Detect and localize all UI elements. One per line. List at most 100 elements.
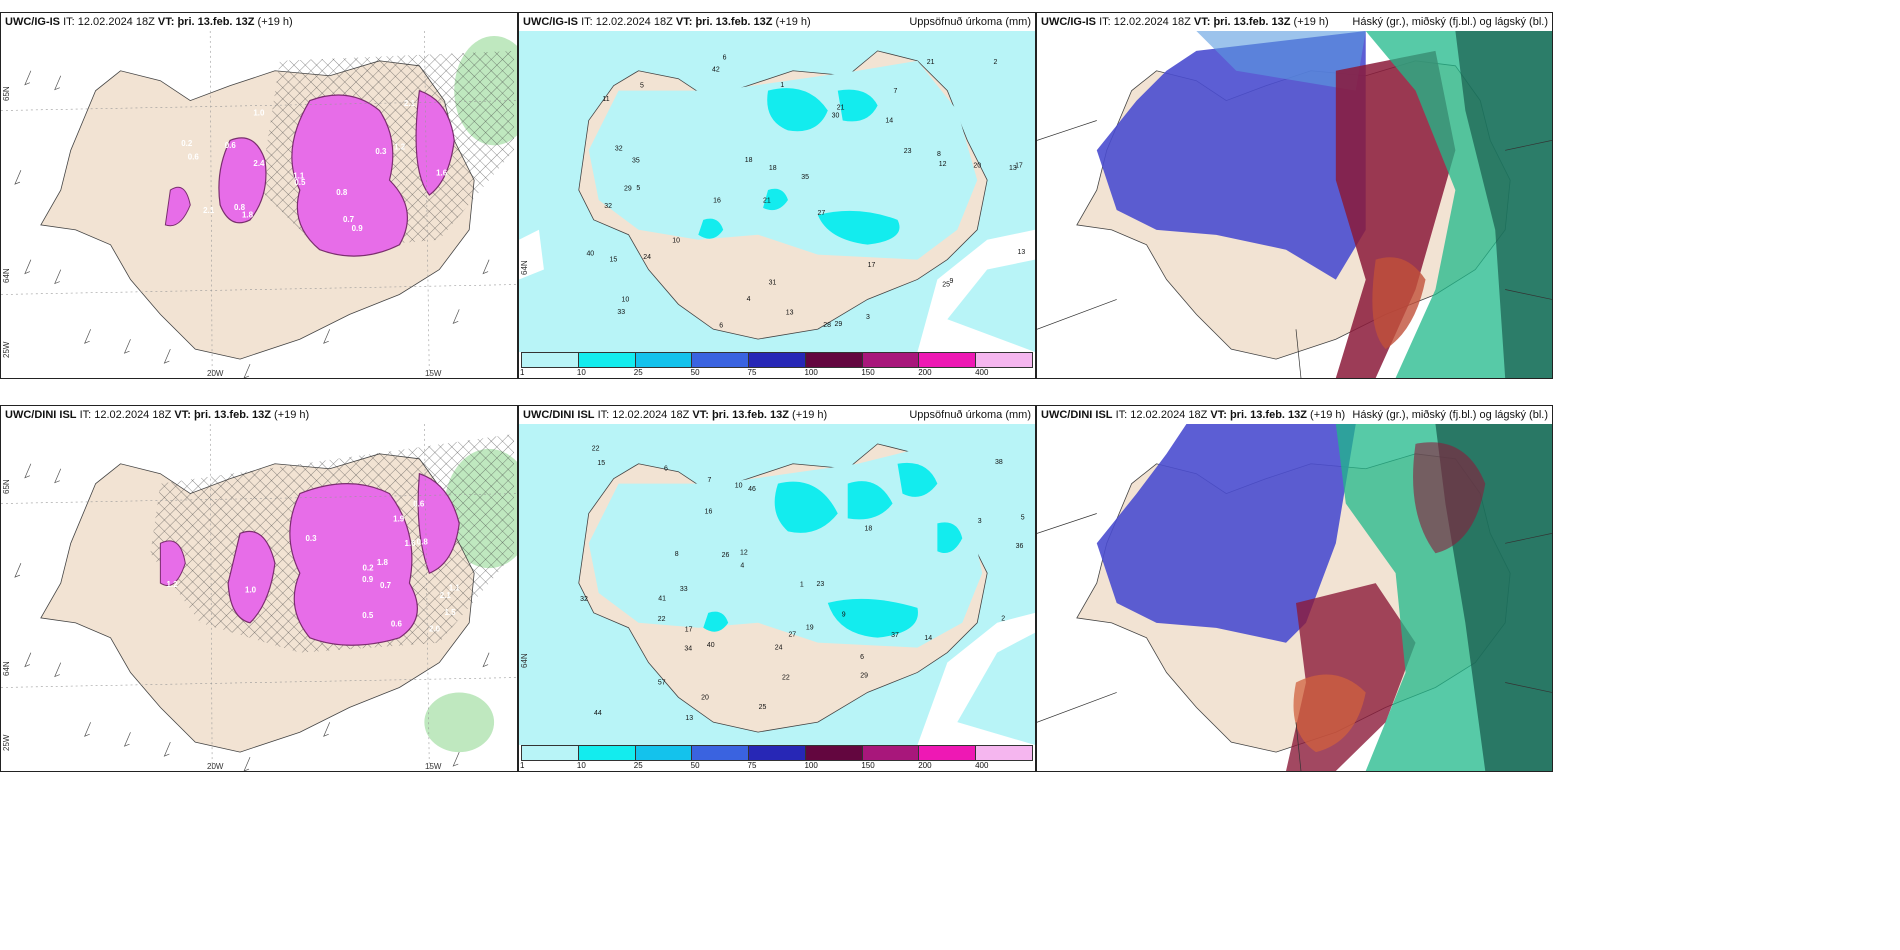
map-snow[interactable]: 0.9 1.1 1.6 2.1 0.5 1.9 0.8 0.3 1.5 0.6 1.8 0.2 1.2 0…: [1, 424, 517, 771]
vt-value: þri. 13.feb. 13Z: [193, 409, 271, 421]
map-value-label: 21: [837, 104, 845, 111]
map-value-label: 13: [1017, 249, 1025, 256]
map-value-label: 1.9: [393, 514, 405, 523]
map-value-label: 22: [592, 445, 600, 452]
colorbar-swatch: [522, 746, 579, 760]
map-value-label: 20: [973, 163, 981, 170]
map-value-label: 0.6: [225, 141, 237, 150]
map-value-label: 16: [713, 198, 721, 205]
model-name: UWC/DINI ISL: [5, 409, 77, 421]
map-value-label: 14: [924, 635, 932, 642]
it-label: IT:: [63, 16, 75, 28]
map-value-label: 24: [775, 645, 783, 652]
colorbar-swatch: [919, 353, 977, 367]
map-value-label: 41: [658, 595, 666, 602]
colorbar-label: 200: [918, 368, 932, 377]
map-value-label: 34: [684, 645, 692, 652]
map-value-label: 0.6: [391, 619, 403, 628]
colorbar-label: 50: [690, 761, 700, 770]
map-value-label: 21: [927, 59, 935, 66]
map-value-label: 2.0: [429, 625, 441, 634]
map-precip[interactable]: 15 22 32 38 5 6 46 40 44 37 34 23 13 22 27 26 24 57 16 12 36…: [519, 424, 1035, 745]
map-value-label: 23: [816, 581, 824, 588]
vt-label: VT:: [1193, 16, 1211, 28]
colorbar-swatch: [578, 746, 636, 760]
map-value-label: 0.7: [380, 581, 392, 590]
map-value-label: 3: [866, 314, 870, 321]
axis-lat-label: 65N: [2, 479, 11, 494]
map-value-label: 25: [942, 282, 950, 289]
map-value-label: 0.5: [362, 611, 374, 620]
map-value-label: 29: [860, 672, 868, 679]
panel-r2-snow: UWC/DINI ISL IT: 12.02.2024 18Z VT: þri.…: [0, 405, 518, 772]
map-value-label: 1.1: [293, 172, 305, 181]
colorbar-swatches: [521, 745, 1033, 761]
it-value: 12.02.2024 18Z: [595, 16, 673, 28]
map-value-label: 10: [735, 482, 743, 489]
map-value-label: 24: [643, 254, 651, 261]
map-value-label: 33: [680, 586, 688, 593]
map-value-label: 27: [788, 631, 796, 638]
map-value-label: 0.9: [352, 224, 364, 233]
axis-lon-label: 15W: [425, 369, 442, 378]
map-value-label: 6: [664, 466, 668, 473]
colorbar-labels: 1 10 25 50 75 100 150 200 400: [520, 368, 1033, 378]
colorbar-swatch: [635, 746, 693, 760]
low-cloud-area: [1196, 31, 1366, 91]
precip-core: [897, 462, 938, 497]
colorbar-label: 50: [690, 368, 700, 377]
map-svg: [1037, 424, 1552, 771]
map-svg: [1037, 31, 1552, 378]
map-value-label: 0.6: [188, 152, 200, 161]
map-clouds[interactable]: [1037, 424, 1552, 771]
vt-label: VT:: [1210, 409, 1227, 421]
map-svg: 1522323856464044373423132227262457161236…: [519, 424, 1035, 745]
map-value-label: 6: [723, 54, 727, 61]
vt-value: þri. 13.feb. 13Z: [711, 409, 789, 421]
panel-header: UWC/DINI ISL IT: 12.02.2024 18Z VT: þri.…: [519, 406, 1035, 424]
it-value: 12.02.2024 18Z: [94, 409, 172, 421]
colorbar-label: 25: [633, 761, 643, 770]
map-value-label: 2: [1001, 616, 1005, 623]
snow-band: [291, 94, 408, 257]
vt-value: þri. 13.feb. 13Z: [1213, 16, 1291, 28]
it-label: IT:: [79, 409, 92, 421]
map-value-label: 1.2: [166, 580, 178, 589]
map-value-label: 25: [759, 704, 767, 711]
map-value-label: 17: [1015, 162, 1023, 169]
lead-time: (+19 h): [1293, 16, 1329, 28]
map-value-label: 0.8: [336, 188, 348, 197]
colorbar-label: 400: [975, 761, 989, 770]
map-snow[interactable]: 0.9 1.0 0.8 0.6 1.2 0.7 1.6 2.4 0.5 1.8 2.1 0.2 1.1 0…: [1, 31, 517, 378]
map-value-label: 18: [769, 165, 777, 172]
precip-core: [847, 481, 893, 520]
axis-lat-label: 64N: [2, 268, 11, 283]
it-value: 12.02.2024 18Z: [1113, 16, 1191, 28]
map-value-label: 32: [580, 596, 588, 603]
axis-lon-label: 20W: [207, 762, 224, 771]
map-clouds[interactable]: [1037, 31, 1552, 378]
map-value-label: 13: [786, 310, 794, 317]
colorbar: 1 10 25 50 75 100 150 200 400: [519, 745, 1035, 771]
map-value-label: 4: [747, 296, 751, 303]
it-value: 12.02.2024 18Z: [1130, 409, 1208, 421]
map-value-label: 38: [995, 459, 1003, 466]
map-value-label: 19: [806, 625, 814, 632]
map-value-label: 22: [658, 616, 666, 623]
map-value-label: 15: [597, 460, 605, 467]
map-precip[interactable]: 6 7 13 21 27 5 11 14 32 30 35 33 42 16 28 29 31 21 23 10 35 2…: [519, 31, 1035, 352]
colorbar-swatch: [976, 353, 1033, 367]
low-cloud-area: [1096, 31, 1366, 280]
precip-core: [703, 611, 729, 632]
map-value-label: 17: [868, 262, 876, 269]
map-value-label: 10: [672, 237, 680, 244]
axis-lon-label: 15W: [425, 762, 442, 771]
vt-label: VT:: [692, 409, 709, 421]
map-value-label: 0.8: [234, 203, 246, 212]
map-value-label: 10: [622, 297, 630, 304]
map-value-label: 11: [602, 96, 609, 103]
map-value-label: 5: [640, 83, 644, 90]
map-value-label: 30: [832, 113, 840, 120]
map-value-label: 31: [769, 280, 777, 287]
